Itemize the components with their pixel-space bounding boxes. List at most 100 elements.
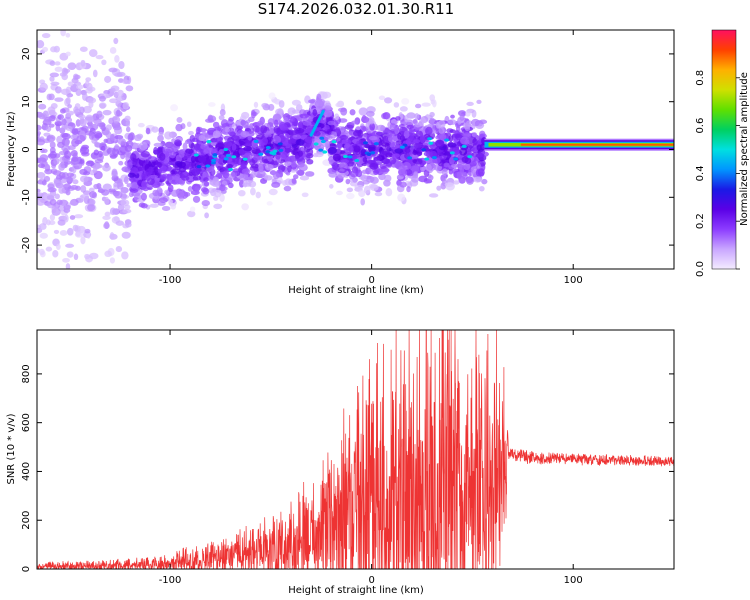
spectrogram-blob	[400, 134, 405, 143]
spectrogram-blob	[471, 132, 478, 138]
spectrogram-blob	[161, 205, 171, 211]
spectrogram-blob	[393, 102, 400, 108]
spectrogram-blob	[355, 99, 362, 105]
spectrogram-blob	[174, 139, 182, 146]
spectrogram-blob	[49, 60, 56, 66]
spectrogram-speck	[242, 157, 248, 161]
spectrogram-blob	[39, 82, 48, 92]
spectrogram-blob	[86, 231, 91, 239]
spectrogram-speck	[212, 153, 218, 157]
spectrogram-speck	[205, 164, 211, 168]
spectrogram-blob	[346, 187, 354, 193]
spectrogram-blob	[50, 46, 57, 53]
spectrogram-blob	[109, 257, 116, 264]
spectrogram-blob	[360, 174, 367, 182]
spectrogram-blob	[291, 99, 301, 106]
spectrogram-blob	[381, 142, 390, 147]
spectrogram-blob	[428, 174, 434, 181]
spectrogram-speck	[196, 164, 202, 169]
spectrogram-blob	[348, 131, 354, 136]
spectrogram-blob	[39, 232, 48, 239]
spectrogram-speck	[461, 144, 467, 148]
spectrogram-blob	[370, 176, 379, 185]
spectrogram-blob	[116, 179, 123, 188]
spectrogram-blob	[335, 127, 341, 133]
spectrogram-blob	[67, 81, 74, 87]
spectrogram-speck	[449, 151, 455, 155]
spectrogram-blob	[344, 143, 351, 149]
spectrogram-blob	[102, 109, 112, 116]
spectrogram-blob	[104, 196, 110, 206]
spectrogram-blob	[88, 187, 95, 192]
spectrogram-blob	[326, 128, 332, 135]
spectrogram-blob	[332, 153, 342, 162]
spectrogram-blob	[108, 67, 118, 73]
spectrogram-blob	[117, 138, 126, 145]
spectrogram-blob	[355, 125, 362, 131]
spectrogram-speck	[354, 158, 360, 163]
spectrogram-speck	[269, 151, 275, 155]
spectrogram-blob	[70, 185, 79, 190]
spectrogram-blob	[432, 99, 437, 108]
spectrogram-blob	[48, 123, 55, 128]
y-tick-label: 200	[21, 511, 32, 530]
x-tick-label: -100	[159, 275, 182, 286]
spectrogram-blob	[115, 220, 125, 226]
spectrogram-blob	[463, 162, 471, 171]
colorbar-tick-label: 0.2	[695, 213, 706, 229]
spectrogram-blob	[367, 146, 376, 152]
spectrogram-blob	[428, 193, 439, 198]
spectrogram-blob	[85, 114, 94, 123]
spectrogram-blob	[252, 155, 261, 161]
spectrogram-blob	[49, 76, 55, 82]
spectrogram-blob	[361, 169, 368, 175]
spectrogram-blob	[157, 167, 167, 174]
spectrogram-blob	[104, 75, 112, 83]
spectrogram-blob	[226, 163, 233, 169]
spectrogram-blob	[85, 77, 92, 82]
spectrogram-blob	[105, 131, 112, 139]
spectrogram-blob	[127, 133, 134, 142]
spectrogram-blob	[425, 126, 433, 135]
spectrogram-blob	[273, 125, 281, 134]
spectrogram-speck	[431, 156, 437, 160]
y-tick-label: -10	[21, 189, 32, 205]
spectrogram-blob	[38, 248, 45, 255]
spectrogram-speck	[228, 167, 234, 172]
spectrogram-blob	[305, 171, 315, 177]
spectrogram-blob	[373, 156, 380, 161]
spectrogram-blob	[268, 92, 276, 100]
colorbar-tick-label: 0.6	[695, 118, 706, 134]
spectrogram-blob	[133, 143, 141, 149]
spectrogram-blob	[78, 114, 86, 120]
spectrogram-streak	[309, 109, 325, 137]
spectrogram-blob	[374, 191, 383, 197]
spectrogram-blob	[102, 164, 111, 172]
spectrogram-blob	[63, 68, 71, 73]
spectrogram-blob	[219, 184, 226, 192]
spectrogram-blob	[314, 152, 324, 158]
spectrogram-blob	[65, 51, 71, 57]
spectrogram-blob	[402, 162, 412, 170]
spectrogram-speck	[362, 141, 368, 145]
spectrogram-blob	[379, 163, 387, 169]
spectrogram-blob	[67, 104, 72, 109]
spectrogram-blob	[65, 96, 71, 105]
spectrogram-blob	[205, 118, 215, 123]
spectrogram-blob	[88, 131, 95, 140]
spectrogram-blob	[461, 171, 468, 180]
colorbar-tick-label: 0.0	[695, 261, 706, 277]
spectrogram-blob	[346, 192, 355, 200]
spectrogram-blob	[41, 32, 51, 39]
spectrogram-blob	[331, 162, 339, 171]
colorbar-tick-label: 0.4	[695, 165, 706, 181]
spectrogram-blob	[475, 169, 481, 177]
y-tick-label: 10	[21, 95, 32, 108]
spectrogram-blob	[188, 130, 194, 136]
spectrogram-blob	[88, 49, 98, 58]
spectrogram-blob	[93, 149, 99, 156]
spectrogram-blob	[64, 214, 69, 223]
spectrogram-blob	[299, 113, 309, 119]
spectrogram-blob	[94, 141, 99, 148]
